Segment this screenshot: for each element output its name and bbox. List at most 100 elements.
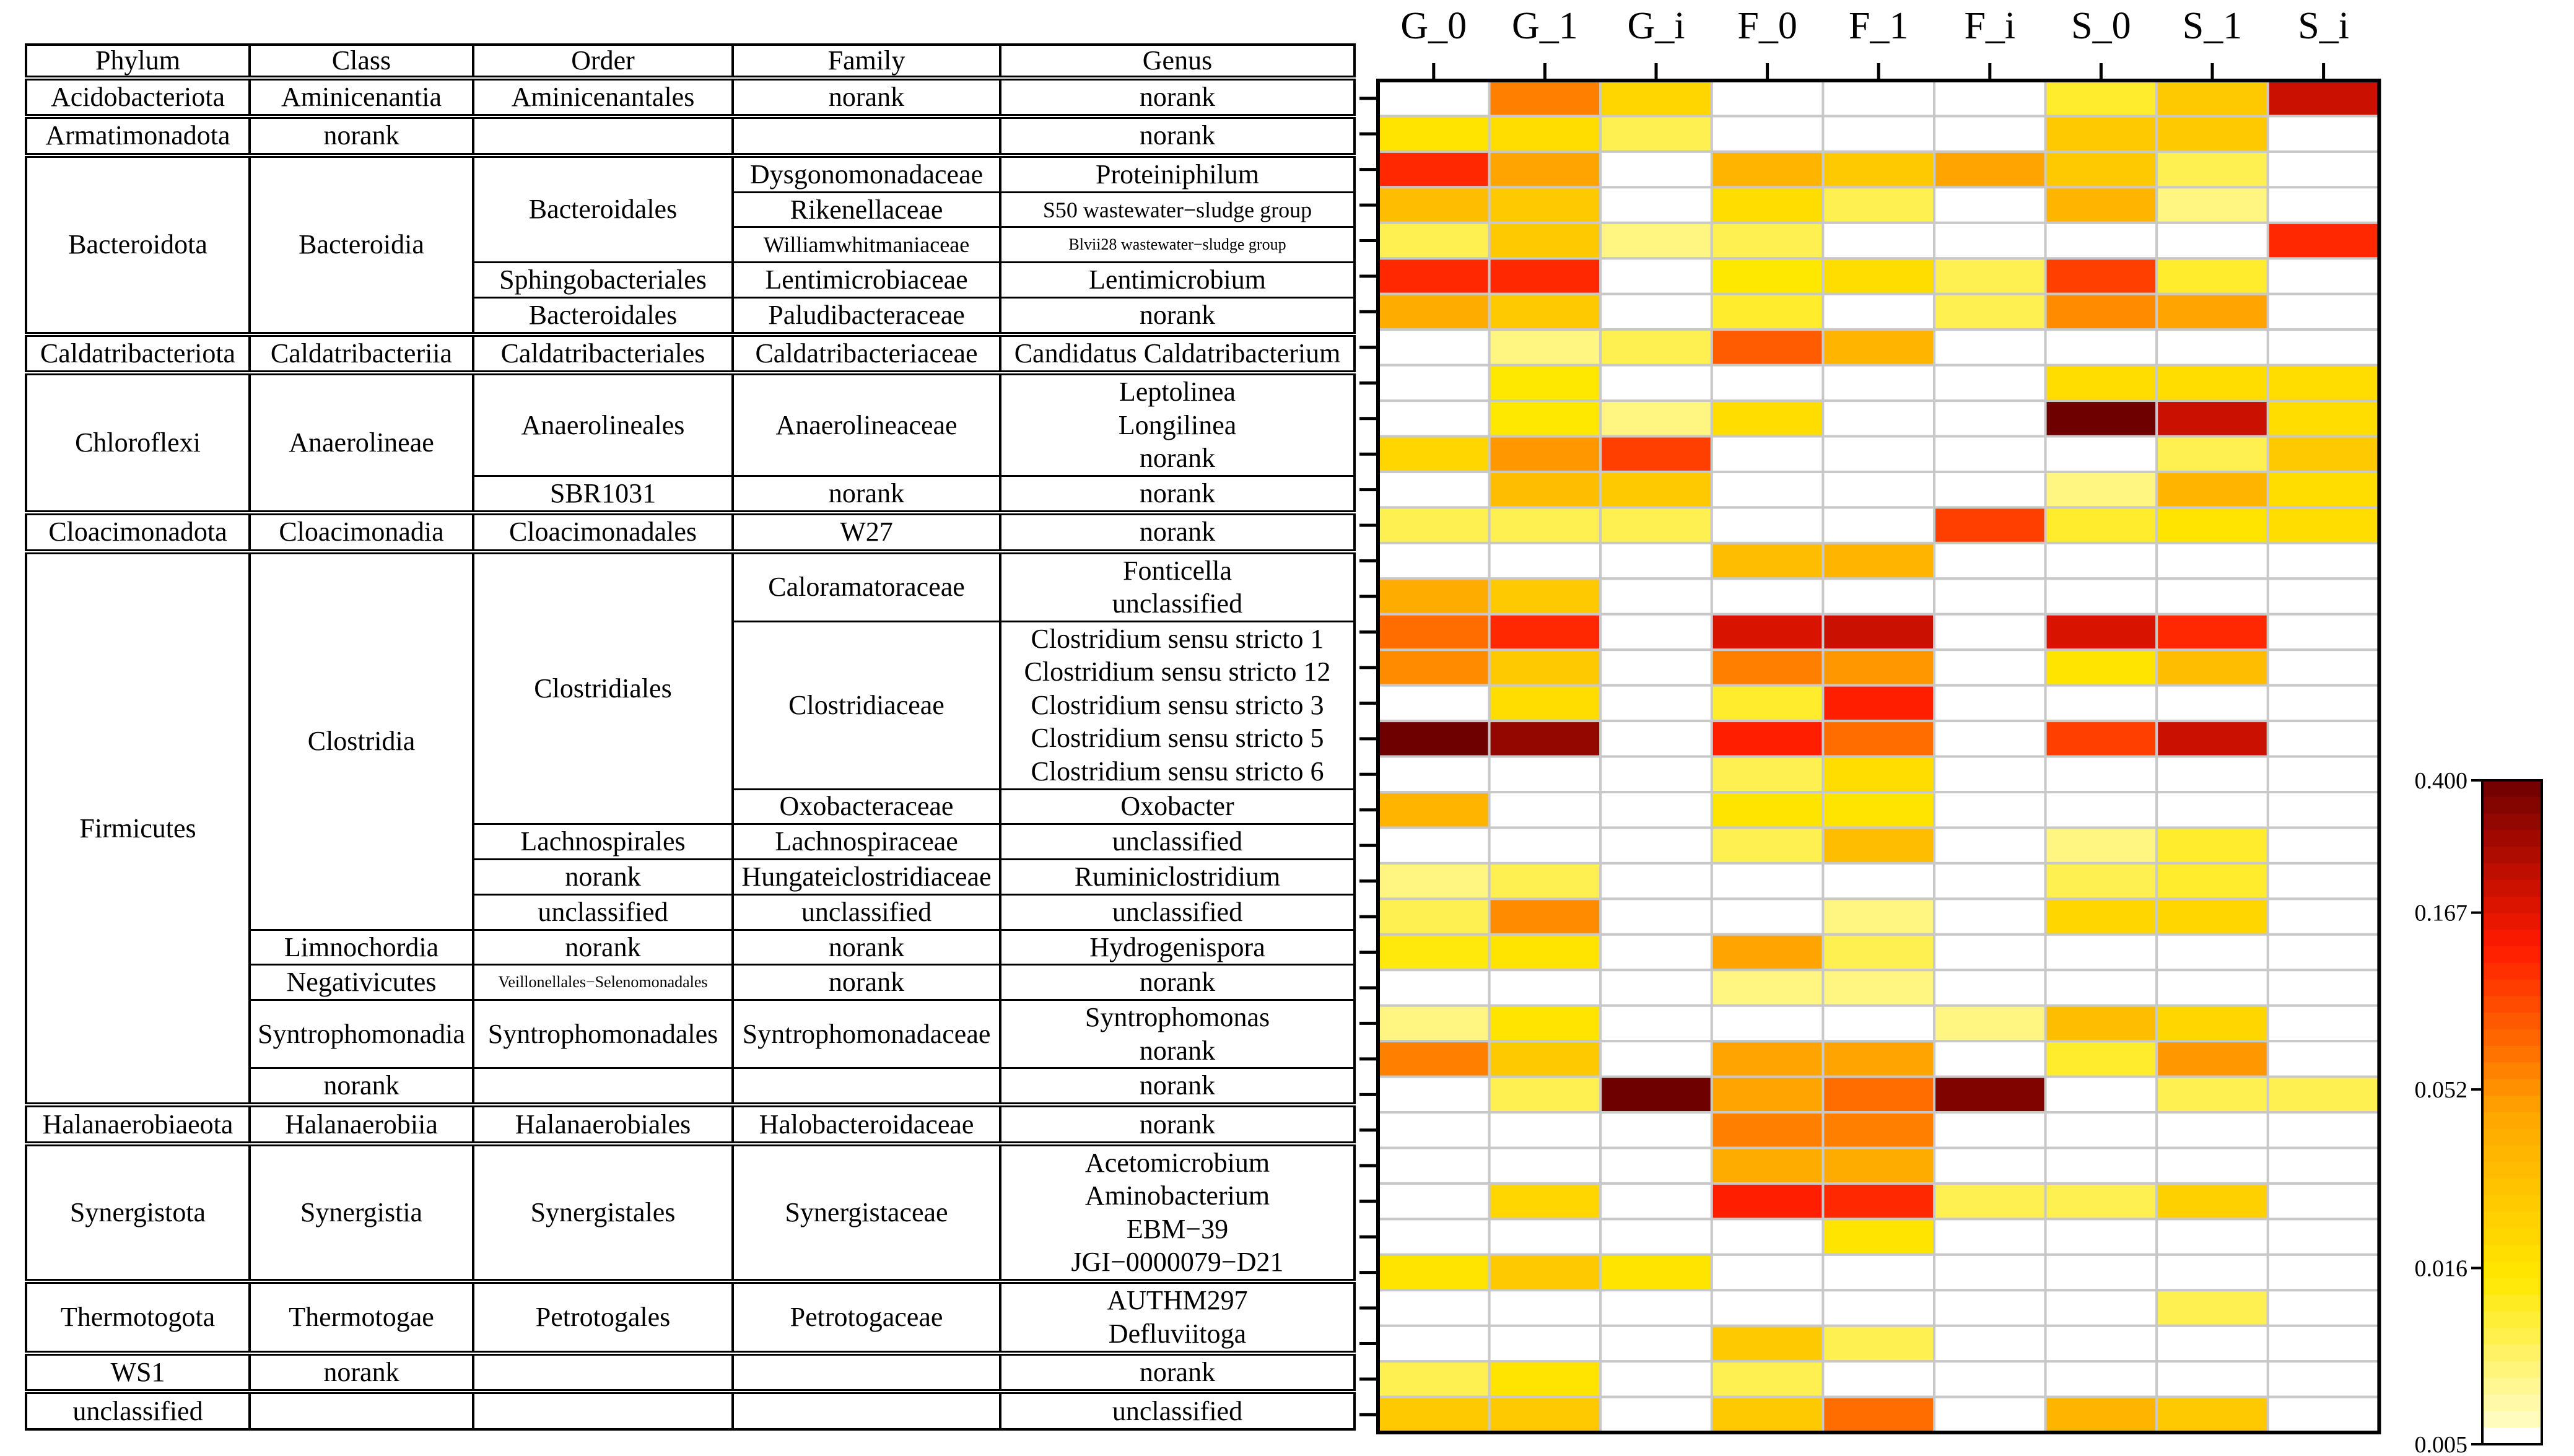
heatmap-cell [1599, 1253, 1713, 1292]
heatmap-cell [1599, 1289, 1713, 1327]
colorbar-segment [2482, 796, 2542, 814]
heatmap-cell [1710, 150, 1825, 189]
heatmap-chart: G_0 G_1 G_i F_0 F_1 F_i S_0 S_1 S_i [1359, 5, 2381, 1435]
heatmap-cell [1377, 399, 1491, 438]
table-row: unclassified unclassified [25, 1389, 1356, 1431]
heatmap-cell [1599, 1395, 1713, 1434]
heatmap-cell [2155, 186, 2269, 224]
heatmap-cell [2266, 755, 2381, 794]
heatmap-cell [2044, 328, 2158, 367]
heatmap-cell [1933, 150, 2047, 189]
cell-class: Negativicutes [248, 964, 474, 1000]
cell-family: Hungateiclostridiaceae [731, 858, 1001, 895]
cell-class: Bacteroidia [248, 152, 474, 335]
colorbar-segment [2482, 1079, 2542, 1097]
heatmap-cell [2044, 1146, 2158, 1185]
heatmap-cell [1488, 1289, 1602, 1327]
colorbar-segment [2482, 1062, 2542, 1080]
cell-genus: norank [999, 442, 1356, 476]
heatmap-cell [1710, 1146, 1825, 1185]
colorbar-segment [2482, 1377, 2542, 1395]
colorbar-segment [2482, 830, 2542, 848]
cell-genus: norank [999, 1034, 1356, 1068]
heatmap-cell [1599, 79, 1713, 118]
cell-order: Aminicenantales [472, 75, 734, 117]
heatmap-cell [1377, 1289, 1491, 1327]
table-row: Syntrophomonadia Syntrophomonadales Synt… [26, 999, 1356, 1068]
heatmap-cell [2155, 1218, 2269, 1256]
heatmap-cell [1377, 577, 1491, 616]
colorbar-segment [2482, 1411, 2542, 1429]
heatmap-cell [1377, 435, 1491, 473]
column-label: S_1 [2183, 5, 2242, 47]
cell-order: Clostridiales [472, 549, 734, 824]
heatmap-cell [1599, 115, 1713, 153]
heatmap-cell [2155, 933, 2269, 972]
cell-genus: Clostridium sensu stricto 12 [999, 655, 1356, 689]
cell-class: Cloacimonadia [248, 510, 474, 552]
heatmap-cell [2266, 292, 2381, 331]
cell-order [472, 1067, 734, 1105]
heatmap-cell [1488, 328, 1602, 367]
cell-family: Caldatribacteriaceae [731, 332, 1001, 373]
cell-order: Bacteroidales [472, 152, 734, 263]
heatmap-cell [2044, 292, 2158, 331]
cell-genus: Aminobacterium [999, 1179, 1356, 1213]
heatmap-cell [2044, 1360, 2158, 1398]
heatmap-cell [1488, 1111, 1602, 1149]
heatmap-cell [1710, 506, 1825, 544]
heatmap-cell [1599, 399, 1713, 438]
table-row: norank [26, 1034, 1356, 1068]
heatmap-cell [1710, 1395, 1825, 1434]
heatmap-cell [2266, 506, 2381, 544]
heatmap-cell [2266, 612, 2381, 652]
heatmap-cell [2266, 1253, 2381, 1292]
heatmap-cell [2044, 791, 2158, 829]
table-row: Sphingobacteriales Lentimicrobiaceae Len… [26, 261, 1356, 298]
heatmap-cell [2155, 897, 2269, 936]
table-row: Clostridium sensu stricto 12 [26, 655, 1356, 689]
heatmap-cell [2155, 257, 2269, 295]
heatmap-cell [1933, 1395, 2047, 1434]
cell-genus: Oxobacter [999, 788, 1356, 824]
heatmap-cell [2044, 969, 2158, 1007]
heatmap-cell [2155, 1182, 2269, 1221]
heatmap-cell [2155, 1324, 2269, 1363]
cell-genus: Blvii28 wastewater−sludge group [999, 226, 1356, 263]
heatmap-cell [1821, 612, 1936, 652]
heatmap-cell [1821, 1324, 1936, 1363]
heatmap-cell [1821, 1360, 1936, 1398]
column-label: G_0 [1400, 5, 1467, 47]
heatmap-cell [2266, 1324, 2381, 1363]
heatmap-cell [1488, 221, 1602, 260]
colorbar-segment [2482, 879, 2542, 897]
table-row: Chloroflexi Anaerolineae Anaerolineales … [25, 370, 1356, 513]
colorbar-segment [2482, 1045, 2542, 1063]
colorbar-segment [2482, 1278, 2542, 1296]
heatmap-cell [1933, 186, 2047, 224]
heatmap-cell [2155, 969, 2269, 1007]
heatmap-cell [1933, 470, 2047, 509]
cell-family: unclassified [731, 893, 1001, 930]
heatmap-cell [1488, 791, 1602, 829]
colorbar-segment [2482, 780, 2542, 798]
heatmap-cell [1710, 364, 1825, 403]
colorbar-tick-label: 0.400 [2415, 768, 2468, 794]
heatmap-cell [1710, 1004, 1825, 1043]
cell-genus: Clostridium sensu stricto 1 [999, 621, 1356, 656]
heatmap-cell [1488, 150, 1602, 189]
cell-genus: Clostridium sensu stricto 3 [999, 689, 1356, 722]
heatmap-cell [2266, 933, 2381, 972]
cell-class: norank [248, 1067, 474, 1105]
heatmap-cell [2155, 1040, 2269, 1078]
header-genus: Genus [999, 43, 1356, 81]
cell-phylum: Chloroflexi [25, 370, 251, 513]
cell-class: Caldatribacteriia [248, 332, 474, 373]
cell-class: Aminicenantia [248, 75, 474, 117]
heatmap-cell [1488, 720, 1602, 758]
table-row: Oxobacteraceae Oxobacter [26, 788, 1356, 824]
heatmap-cell [2266, 186, 2381, 224]
heatmap-cell [2044, 1253, 2158, 1292]
header-family: Family [731, 43, 1001, 81]
heatmap-cell [1821, 1218, 1936, 1256]
